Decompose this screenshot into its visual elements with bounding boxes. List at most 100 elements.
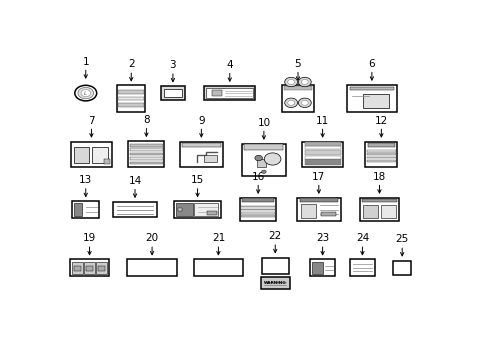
Text: 25: 25 — [395, 234, 408, 244]
Bar — [130, 144, 163, 147]
Bar — [380, 206, 395, 219]
Bar — [242, 198, 273, 202]
Bar — [84, 262, 95, 274]
Bar — [177, 208, 182, 211]
Bar — [304, 156, 340, 159]
Bar — [179, 141, 223, 167]
Bar — [118, 103, 144, 107]
Bar — [212, 90, 221, 96]
Text: 17: 17 — [311, 172, 325, 182]
Bar — [300, 204, 316, 217]
Bar — [241, 212, 275, 213]
Bar — [206, 88, 253, 98]
Bar — [204, 86, 255, 100]
Bar — [392, 261, 410, 275]
Circle shape — [254, 155, 262, 161]
Circle shape — [264, 153, 280, 165]
Ellipse shape — [81, 89, 90, 97]
Bar — [113, 202, 157, 217]
Bar — [296, 198, 340, 221]
Bar — [130, 157, 163, 160]
Bar — [127, 260, 176, 276]
Text: 15: 15 — [190, 175, 204, 185]
Circle shape — [298, 98, 310, 108]
Bar — [240, 198, 276, 221]
Bar — [128, 141, 164, 167]
Text: 8: 8 — [143, 115, 149, 125]
Text: 6: 6 — [368, 59, 374, 69]
Text: 3: 3 — [169, 60, 176, 70]
Bar — [261, 277, 289, 289]
Circle shape — [298, 77, 310, 87]
Text: 13: 13 — [79, 175, 92, 185]
Circle shape — [287, 80, 294, 85]
Text: 12: 12 — [374, 116, 387, 126]
Bar — [304, 142, 340, 146]
Bar — [70, 141, 112, 167]
Text: 7: 7 — [88, 116, 95, 126]
Bar — [310, 260, 334, 276]
Text: 18: 18 — [372, 172, 386, 182]
Circle shape — [301, 80, 307, 85]
Bar — [175, 203, 192, 216]
Text: 24: 24 — [355, 233, 368, 243]
Bar — [164, 89, 181, 97]
Text: 21: 21 — [211, 233, 224, 243]
Bar — [304, 149, 340, 156]
Bar — [366, 160, 395, 162]
Bar — [349, 87, 393, 90]
Bar — [92, 147, 107, 163]
Bar — [206, 211, 217, 215]
Circle shape — [287, 100, 294, 105]
Circle shape — [284, 98, 297, 108]
Bar — [193, 260, 243, 276]
Bar — [117, 85, 145, 112]
Bar — [301, 141, 343, 167]
Bar — [241, 215, 275, 217]
Bar — [73, 147, 89, 163]
Text: WARNING: WARNING — [264, 281, 286, 285]
Bar — [362, 94, 388, 108]
Bar — [74, 266, 81, 271]
Text: 5: 5 — [294, 59, 301, 69]
Bar — [160, 86, 185, 100]
Bar — [256, 159, 266, 167]
Circle shape — [284, 77, 297, 87]
Bar — [299, 198, 337, 202]
Bar — [104, 158, 110, 163]
Bar — [365, 141, 397, 167]
Bar — [98, 266, 104, 271]
Bar — [366, 157, 395, 158]
Bar — [320, 212, 336, 216]
Bar — [359, 198, 399, 221]
Bar — [96, 262, 107, 274]
Text: 1: 1 — [82, 57, 89, 67]
Bar — [367, 143, 394, 147]
Bar — [366, 153, 395, 155]
Text: L: L — [84, 91, 87, 96]
Text: 10: 10 — [257, 118, 270, 127]
Bar — [349, 260, 374, 276]
Bar — [203, 156, 216, 162]
Bar — [311, 262, 323, 274]
Bar — [261, 258, 288, 274]
Bar — [241, 209, 275, 211]
Bar — [281, 85, 313, 112]
Bar — [118, 97, 144, 100]
Bar — [182, 143, 221, 147]
Bar — [69, 260, 109, 276]
Bar — [242, 144, 285, 176]
Text: 19: 19 — [83, 233, 96, 243]
Text: 9: 9 — [198, 116, 204, 126]
Bar — [346, 85, 396, 112]
Text: 16: 16 — [251, 172, 264, 182]
Bar — [118, 90, 144, 94]
Bar — [130, 148, 163, 151]
Bar — [130, 162, 163, 164]
Bar — [244, 144, 283, 150]
Bar — [284, 86, 311, 90]
Circle shape — [301, 100, 307, 105]
Bar — [361, 199, 396, 202]
Bar — [363, 206, 378, 219]
Bar — [304, 159, 340, 165]
